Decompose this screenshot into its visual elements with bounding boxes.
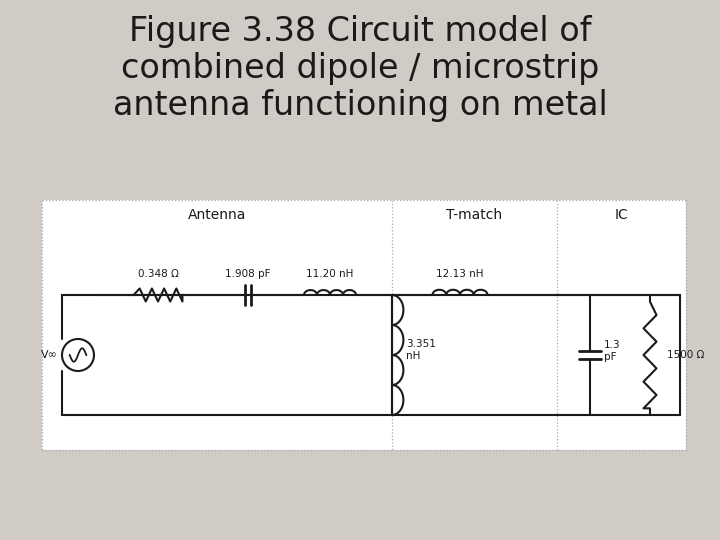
- Text: 12.13 nH: 12.13 nH: [436, 269, 484, 279]
- Text: combined dipole / microstrip: combined dipole / microstrip: [121, 52, 599, 85]
- Text: antenna functioning on metal: antenna functioning on metal: [112, 89, 608, 122]
- Text: 11.20 nH: 11.20 nH: [306, 269, 354, 279]
- Text: 1.908 pF: 1.908 pF: [225, 269, 271, 279]
- Text: 1500 Ω: 1500 Ω: [667, 350, 704, 360]
- Bar: [42, 200, 686, 450]
- Text: Antenna: Antenna: [188, 208, 246, 222]
- Text: 1.3
pF: 1.3 pF: [604, 340, 621, 362]
- Text: 3.351
nH: 3.351 nH: [406, 339, 436, 361]
- Text: IC: IC: [615, 208, 629, 222]
- Text: 0.348 Ω: 0.348 Ω: [138, 269, 179, 279]
- Text: T-match: T-match: [446, 208, 503, 222]
- Text: V∞: V∞: [41, 350, 58, 360]
- Text: Figure 3.38 Circuit model of: Figure 3.38 Circuit model of: [129, 15, 591, 48]
